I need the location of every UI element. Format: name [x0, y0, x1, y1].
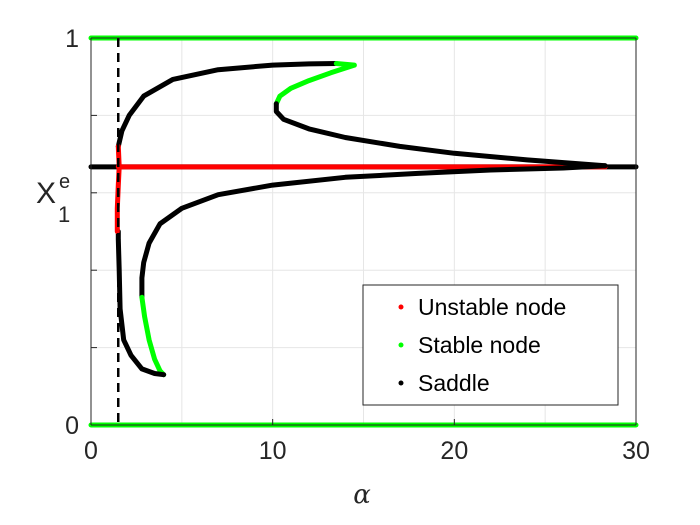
- axes: 0 10 20 30 0 1: [65, 25, 650, 465]
- series-saddle-6: [273, 101, 608, 169]
- x-axis-label: α: [353, 480, 371, 510]
- series-stable-node-5: [273, 61, 357, 107]
- x-tick-label: 30: [622, 437, 650, 465]
- legend: Unstable node Stable node Saddle: [362, 284, 619, 406]
- y-tick-label: 1: [65, 25, 79, 53]
- series-stable-node-8: [139, 294, 167, 378]
- x-tick-label: 10: [259, 437, 287, 465]
- y-tick-label: 0: [65, 412, 79, 440]
- y-axis-label-subscript: 1: [58, 202, 70, 227]
- y-axis-label-base: X: [36, 177, 56, 210]
- series-saddle-4: [115, 61, 339, 149]
- legend-marker-unstable-node: [398, 304, 404, 310]
- y-axis-label-superscript: e: [59, 171, 70, 193]
- x-tick-label: 0: [84, 437, 98, 465]
- legend-label-stable-node: Stable node: [418, 332, 541, 358]
- y-axis-label: X e 1: [36, 171, 70, 227]
- legend-label-saddle: Saddle: [418, 370, 490, 396]
- legend-label-unstable-node: Unstable node: [418, 294, 566, 320]
- x-tick-label: 20: [440, 437, 468, 465]
- legend-marker-stable-node: [398, 342, 404, 348]
- legend-box: [362, 284, 619, 406]
- legend-marker-saddle: [398, 380, 404, 386]
- series-saddle-7: [139, 163, 608, 300]
